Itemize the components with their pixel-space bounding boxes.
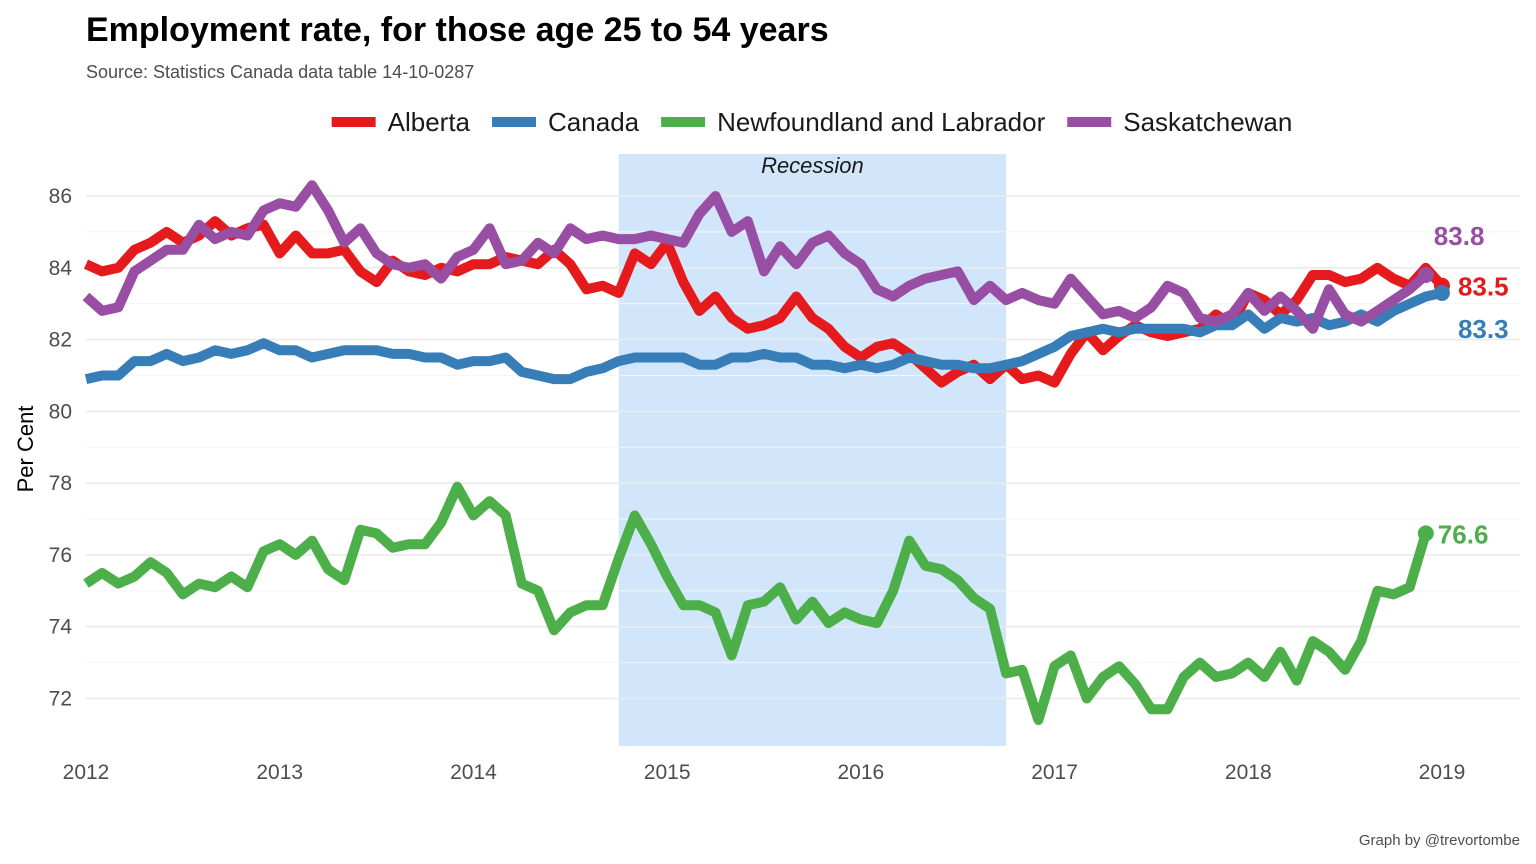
y-axis: 72 74 76 78 80 82 84 86 [49,185,73,711]
x-tick-label: 2018 [1225,761,1272,784]
x-tick-label: 2015 [644,761,691,784]
series-line [83,216,1446,388]
chart-title: Employment rate, for those age 25 to 54 … [86,11,829,49]
x-tick-label: 2019 [1419,761,1466,784]
recession-label: Recession [761,153,864,178]
series-end-point [1417,266,1434,283]
y-tick-label: 72 [49,688,72,711]
legend-label: Saskatchewan [1123,107,1292,137]
y-axis-label: Per Cent [13,406,38,493]
legend-label: Newfoundland and Labrador [717,107,1045,137]
series-end-label: 83.3 [1458,314,1509,344]
y-tick-label: 74 [49,616,73,639]
series-line [83,481,1431,725]
x-tick-label: 2014 [450,761,497,784]
y-tick-label: 80 [49,400,72,423]
series-end-point [1417,525,1434,542]
series-end-label: 83.8 [1434,221,1485,251]
y-tick-label: 84 [49,257,73,280]
x-axis: 2012 2013 2014 2015 2016 2017 2018 2019 [63,761,1466,784]
gridlines [86,195,1520,700]
y-tick-label: 76 [49,544,72,567]
series-line [82,180,1430,334]
series-lines [82,180,1446,725]
legend: Alberta Canada Newfoundland and Labrador Sa… [331,107,1292,137]
series-end-point [1433,284,1450,301]
legend-label: Alberta [388,107,471,137]
x-tick-label: 2012 [63,761,110,784]
x-tick-label: 2017 [1031,761,1078,784]
legend-label: Canada [548,107,640,137]
x-tick-label: 2016 [837,761,884,784]
y-tick-label: 86 [49,185,72,208]
series-end-label: 83.5 [1458,272,1509,302]
series-end-label: 76.6 [1438,519,1489,549]
y-tick-label: 78 [49,472,72,495]
chart-subtitle: Source: Statistics Canada data table 14-… [86,62,474,82]
chart-caption: Graph by @trevortombe [1359,832,1520,849]
end-points: 83.5 83.3 76.6 83.8 [1417,221,1509,549]
plot-area: Recession 83.5 83.3 76.6 83.8 [82,153,1520,746]
y-tick-label: 82 [49,329,72,352]
x-tick-label: 2013 [256,761,303,784]
recession-band [618,154,1007,746]
